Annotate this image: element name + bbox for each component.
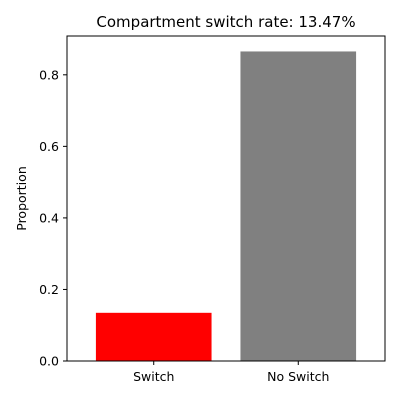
bar-switch (95, 312, 212, 361)
y-tick-label: 0.6 (39, 139, 59, 154)
chart-title: Compartment switch rate: 13.47% (96, 13, 355, 31)
y-tick-label: 0.8 (39, 67, 59, 82)
y-tick-label: 0.4 (39, 210, 59, 225)
x-axis-ticks: Switch No Switch (133, 361, 329, 384)
bar-no-switch (240, 51, 357, 362)
y-tick-label: 0.0 (39, 354, 59, 369)
plot-frame (66, 35, 386, 362)
x-tick-label: No Switch (267, 369, 329, 384)
x-tick-label: Switch (133, 369, 174, 384)
bars-layer (95, 51, 357, 362)
y-axis-label: Proportion (14, 166, 29, 231)
y-axis-ticks: 0.0 0.2 0.4 0.6 0.8 (39, 67, 67, 369)
y-tick-label: 0.2 (39, 282, 59, 297)
